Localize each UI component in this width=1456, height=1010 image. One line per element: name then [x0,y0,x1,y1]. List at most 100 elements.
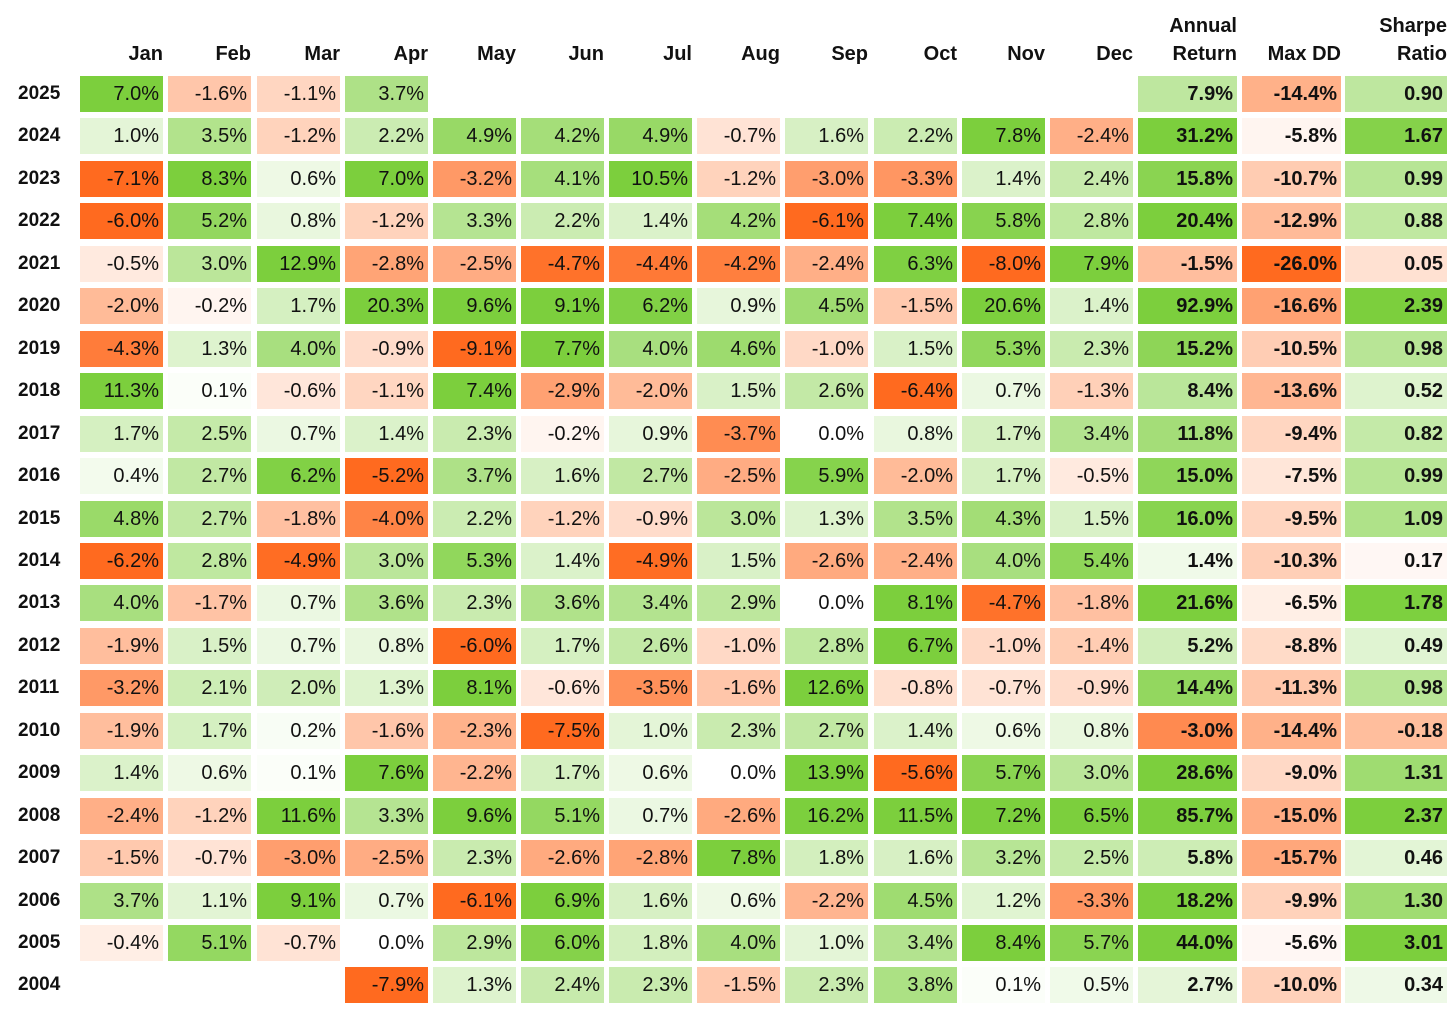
heatmap-cell: -9.9% [1242,883,1341,919]
heatmap-cell: 6.2% [257,458,340,494]
heatmap-cell: 1.4% [874,713,957,749]
heatmap-cell: -5.8% [1242,118,1341,154]
heatmap-cell: -1.2% [168,798,251,834]
heatmap-cell: -7.9% [345,967,428,1003]
heatmap-cell: -15.0% [1242,798,1341,834]
heatmap-cell: -0.9% [1050,670,1133,706]
heatmap-cell: 2.3% [433,840,516,876]
heatmap-cell: 1.67 [1345,118,1447,154]
heatmap-cell: 2.5% [1050,840,1133,876]
heatmap-cell: 2.3% [433,585,516,621]
heatmap-cell: -6.5% [1242,585,1341,621]
heatmap-cell: -2.5% [345,840,428,876]
heatmap-cell: -2.6% [521,840,604,876]
heatmap-cell: 1.8% [609,925,692,961]
heatmap-cell: 3.4% [874,925,957,961]
heatmap-cell: 6.3% [874,246,957,282]
heatmap-cell: -6.0% [80,203,163,239]
heatmap-cell: 1.6% [785,118,868,154]
heatmap-cell: 3.0% [168,246,251,282]
heatmap-cell: -0.7% [168,840,251,876]
heatmap-cell: -0.7% [962,670,1045,706]
heatmap-cell: 0.6% [609,755,692,791]
heatmap-cell: 2.7% [1138,967,1237,1003]
heatmap-cell: -4.0% [345,501,428,537]
heatmap-cell: 0.8% [1050,713,1133,749]
column-header-line: May [477,43,516,65]
heatmap-cell: -12.9% [1242,203,1341,239]
column-header-line: Apr [393,43,428,65]
heatmap-cell: 0.46 [1345,840,1447,876]
heatmap-cell: 2.8% [1050,203,1133,239]
heatmap-cell: 2.3% [697,713,780,749]
heatmap-cell: -10.7% [1242,161,1341,197]
heatmap-cell: 1.4% [1138,543,1237,579]
heatmap-cell: 15.0% [1138,458,1237,494]
heatmap-cell: -2.5% [433,246,516,282]
heatmap-cell: 2.2% [521,203,604,239]
heatmap-cell: -1.0% [785,331,868,367]
year-label: 2016 [18,465,61,486]
heatmap-cell: -2.4% [785,246,868,282]
heatmap-cell: 1.8% [785,840,868,876]
heatmap-cell: 5.8% [962,203,1045,239]
heatmap-cell: 4.2% [697,203,780,239]
heatmap-cell: -3.3% [1050,883,1133,919]
heatmap-cell: 1.0% [80,118,163,154]
heatmap-cell: -1.6% [345,713,428,749]
heatmap-cell: -0.6% [521,670,604,706]
heatmap-cell: -1.6% [168,76,251,112]
heatmap-cell: 3.01 [1345,925,1447,961]
heatmap-cell: -4.3% [80,331,163,367]
heatmap-cell: -1.6% [697,670,780,706]
heatmap-cell: -2.8% [609,840,692,876]
heatmap-cell: 5.1% [521,798,604,834]
heatmap-cell: 0.7% [257,628,340,664]
heatmap-cell: 4.3% [962,501,1045,537]
heatmap-cell: 7.8% [962,118,1045,154]
heatmap-cell: 0.6% [168,755,251,791]
heatmap-cell: -6.4% [874,373,957,409]
heatmap-cell: 4.0% [609,331,692,367]
heatmap-cell: 3.3% [345,798,428,834]
heatmap-cell: 8.4% [962,925,1045,961]
heatmap-cell: 2.2% [874,118,957,154]
column-header-aug: Aug [640,40,780,68]
heatmap-cell: 1.7% [962,458,1045,494]
column-header-line: Max DD [1267,43,1341,65]
heatmap-cell: 5.3% [962,331,1045,367]
heatmap-cell: 9.6% [433,288,516,324]
heatmap-cell: 6.0% [521,925,604,961]
heatmap-cell: 3.5% [168,118,251,154]
heatmap-cell: 28.6% [1138,755,1237,791]
heatmap-cell: 3.7% [433,458,516,494]
heatmap-cell: -1.0% [962,628,1045,664]
heatmap-cell: -1.8% [257,501,340,537]
column-header-jan: Jan [23,40,163,68]
heatmap-cell: 5.8% [1138,840,1237,876]
column-header-line: Jan [128,43,163,65]
heatmap-cell: -4.7% [521,246,604,282]
heatmap-cell: 1.6% [609,883,692,919]
heatmap-cell: -9.4% [1242,416,1341,452]
heatmap-cell: 3.6% [345,585,428,621]
heatmap-cell: 1.6% [874,840,957,876]
heatmap-cell: -9.1% [433,331,516,367]
heatmap-cell: 20.3% [345,288,428,324]
heatmap-cell: 5.7% [962,755,1045,791]
column-header-sharpe-ratio: Sharpe Ratio [1307,12,1447,68]
heatmap-cell: -6.1% [785,203,868,239]
heatmap-cell: 2.3% [1050,331,1133,367]
column-header-line: Oct [923,43,957,65]
heatmap-cell: 3.2% [962,840,1045,876]
heatmap-cell: 2.8% [785,628,868,664]
heatmap-cell: 4.6% [697,331,780,367]
heatmap-cell: 10.5% [609,161,692,197]
heatmap-cell: 5.9% [785,458,868,494]
heatmap-cell: 0.49 [1345,628,1447,664]
heatmap-cell: 1.4% [1050,288,1133,324]
heatmap-cell: 11.5% [874,798,957,834]
heatmap-cell: 7.8% [697,840,780,876]
heatmap-cell: 0.7% [609,798,692,834]
